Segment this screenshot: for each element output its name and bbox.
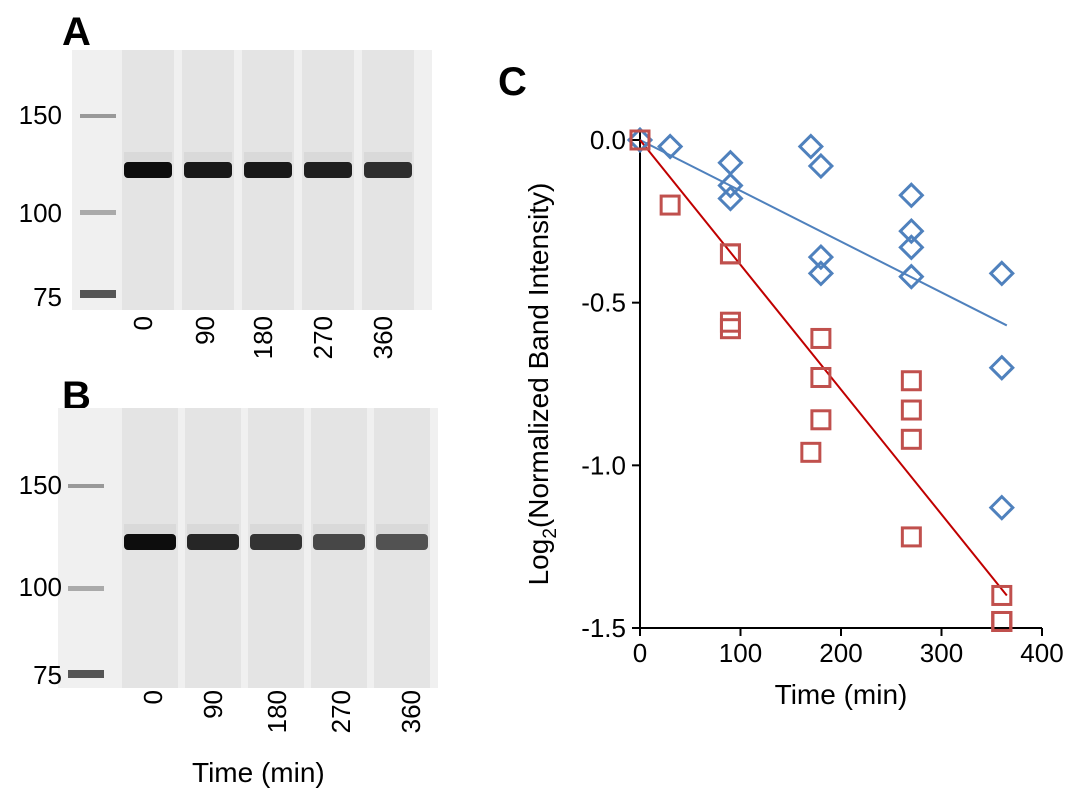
gel-a-band-halo-1 xyxy=(184,152,232,162)
point-diamond xyxy=(797,133,824,160)
mw-a-100: 100 xyxy=(18,198,62,228)
gel-b-band-halo-2 xyxy=(250,524,302,534)
panel-letter-a: A xyxy=(62,10,91,54)
ladder-b-100 xyxy=(68,586,104,591)
point-square xyxy=(900,399,922,421)
gel-a-band-3 xyxy=(304,162,352,178)
gel-a-band-2 xyxy=(244,162,292,178)
point-square xyxy=(629,129,651,151)
point-square xyxy=(900,526,922,548)
chart-axes: 0 100 200 300 400 0.0 -0.5 -1.0 -1.5 xyxy=(581,125,1064,668)
mw-a-150: 150 xyxy=(18,100,62,130)
y-tick-label: -1.0 xyxy=(581,450,626,480)
point-square xyxy=(900,428,922,450)
y-tick-label: -1.5 xyxy=(581,613,626,643)
point-diamond xyxy=(898,217,925,245)
ladder-b-150 xyxy=(68,484,104,488)
point-diamond xyxy=(898,182,925,209)
point-diamond xyxy=(807,260,835,287)
point-square xyxy=(900,370,922,392)
gel-a-band-1 xyxy=(184,162,232,178)
point-square xyxy=(810,409,832,431)
point-square xyxy=(991,610,1013,632)
y-tick-label: 0.0 xyxy=(590,125,626,155)
gel-b-band-halo-3 xyxy=(313,524,365,534)
point-diamond xyxy=(807,243,835,271)
gel-b-band-0 xyxy=(124,534,176,550)
point-diamond xyxy=(717,172,744,199)
ylabel-main: Log xyxy=(523,539,554,586)
point-square xyxy=(991,584,1013,606)
point-diamond xyxy=(898,234,925,261)
ladder-b-75 xyxy=(68,670,104,678)
ladder-a-100 xyxy=(80,210,116,215)
y-tick-label: -0.5 xyxy=(581,288,626,318)
gel-b-ladder xyxy=(68,484,104,678)
gel-a-lane-2 xyxy=(242,50,294,310)
gel-a-band-4 xyxy=(364,162,412,178)
point-square xyxy=(659,194,681,216)
chart-points xyxy=(626,126,1015,632)
x-tick-label: 400 xyxy=(1020,638,1063,668)
gel-a-band-halo-2 xyxy=(244,152,292,162)
point-square xyxy=(810,327,832,349)
point-diamond xyxy=(988,260,1015,287)
chart-x-axis-label: Time (min) xyxy=(775,679,908,710)
gel-b-lanes xyxy=(122,408,430,688)
gel-b-band-halo-0 xyxy=(124,524,176,534)
mw-b-150: 150 xyxy=(18,470,62,500)
point-diamond xyxy=(717,185,744,212)
ladder-a-75 xyxy=(80,290,116,298)
gel-b-band-3 xyxy=(313,534,365,550)
point-square xyxy=(810,366,832,388)
gel-a-lane-0 xyxy=(122,50,174,310)
mw-b-75: 75 xyxy=(33,660,62,690)
point-diamond xyxy=(807,152,835,180)
x-tick-label: 100 xyxy=(719,638,762,668)
mw-b-100: 100 xyxy=(18,572,62,602)
gel-a-ladder xyxy=(80,114,116,298)
gel-b-band-1 xyxy=(187,534,239,550)
point-diamond xyxy=(626,126,654,154)
point-diamond xyxy=(988,354,1015,381)
gel-a-lane-4 xyxy=(362,50,414,310)
gel-a-band-halo-3 xyxy=(304,152,352,162)
ylabel-subscript: 2 xyxy=(540,528,561,539)
gel-a-lane-1 xyxy=(182,50,234,310)
panel-letter-c: C xyxy=(498,60,527,104)
point-square xyxy=(719,243,741,265)
gel-a-lanes xyxy=(122,50,414,310)
mw-a-75: 75 xyxy=(33,282,62,312)
ylabel-rest: (Normalized Band Intensity) xyxy=(523,183,554,528)
point-diamond xyxy=(657,133,684,160)
fit-line-series-0 xyxy=(639,139,1008,327)
gel-a-band-halo-0 xyxy=(124,152,172,162)
gel-image-b xyxy=(58,408,438,688)
x-tick-label: 200 xyxy=(819,638,862,668)
gel-b-band-4 xyxy=(376,534,428,550)
point-diamond xyxy=(898,263,925,290)
point-square xyxy=(719,311,741,333)
x-tick-label: 0 xyxy=(633,638,647,668)
gel-b-band-halo-1 xyxy=(187,524,239,534)
gel-b-band-halo-4 xyxy=(376,524,428,534)
gel-a-lane-3 xyxy=(302,50,354,310)
point-diamond xyxy=(988,494,1015,521)
gel-a-band-halo-4 xyxy=(364,152,412,162)
gel-x-axis-label: Time (min) xyxy=(192,757,325,788)
ladder-a-150 xyxy=(80,114,116,118)
point-square xyxy=(719,318,741,340)
point-square xyxy=(800,441,822,463)
gel-b-band-2 xyxy=(250,534,302,550)
gel-image-a xyxy=(72,50,432,310)
x-tick-label: 300 xyxy=(920,638,963,668)
chart-y-axis-label: Log2(Normalized Band Intensity) xyxy=(523,183,561,586)
point-diamond xyxy=(717,149,744,176)
gel-a-band-0 xyxy=(124,162,172,178)
